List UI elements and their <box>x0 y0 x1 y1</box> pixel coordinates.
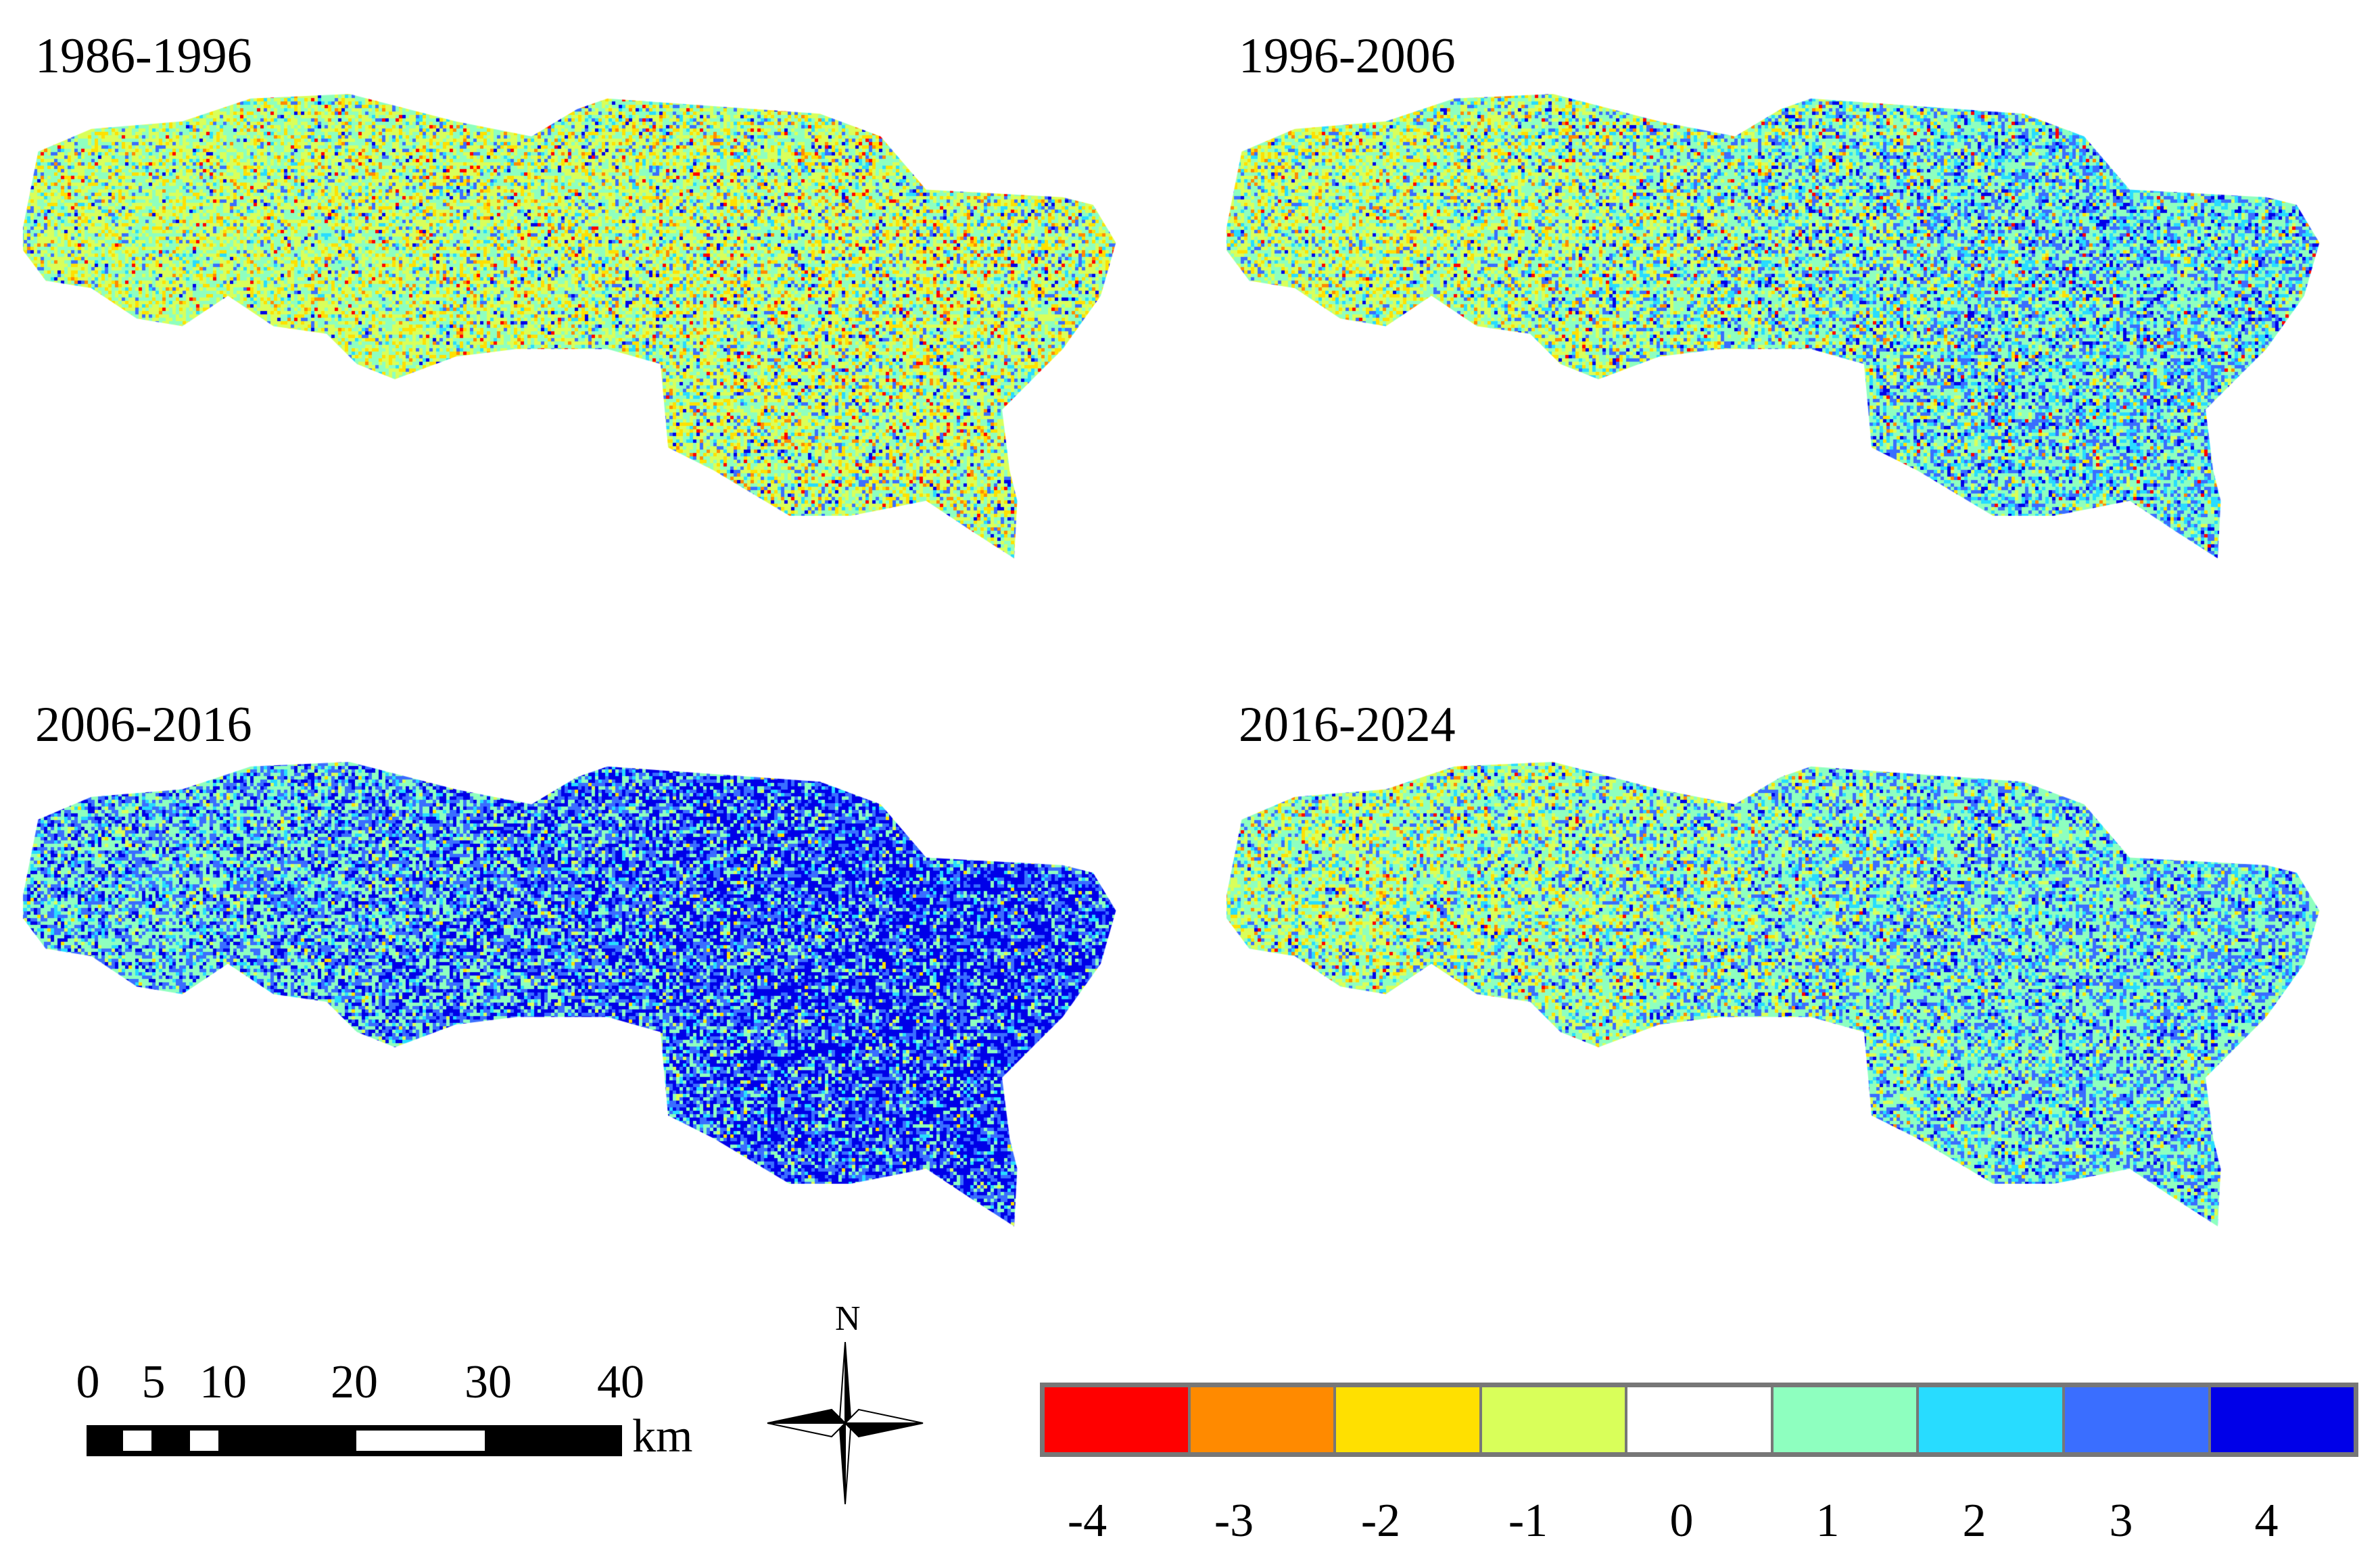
legend-label-neg4: -4 <box>1067 1495 1108 1547</box>
legend-swatch-0 <box>1627 1387 1771 1452</box>
legend-label-neg3: -3 <box>1214 1495 1254 1547</box>
legend-swatch-2 <box>1919 1387 2062 1452</box>
scale-segment <box>190 1431 218 1451</box>
scale-bar <box>87 1425 622 1456</box>
north-label: N <box>835 1299 861 1338</box>
panel-title-1986-1996: 1986-1996 <box>35 28 252 84</box>
legend-label-0: 0 <box>1669 1495 1694 1547</box>
map-1986-1996 <box>20 91 1129 571</box>
map-2016-2024 <box>1224 759 2333 1239</box>
color-legend <box>1040 1383 2358 1457</box>
legend-label-4: 4 <box>2254 1495 2279 1547</box>
legend-label-3: 3 <box>2109 1495 2133 1547</box>
map-2006-2016 <box>20 759 1129 1239</box>
map-1996-2006 <box>1224 91 2333 571</box>
panel-title-2016-2024: 2016-2024 <box>1239 697 1456 752</box>
north-arrow-icon <box>767 1342 924 1504</box>
legend-label-1: 1 <box>1815 1495 1840 1547</box>
legend-swatch-1 <box>1773 1387 1917 1452</box>
legend-swatch-neg2 <box>1336 1387 1479 1452</box>
scale-unit: km <box>632 1410 693 1462</box>
legend-swatch-neg1 <box>1481 1387 1625 1452</box>
scale-tick-5: 5 <box>141 1356 166 1408</box>
scale-tick-10: 10 <box>199 1356 247 1408</box>
scale-segment <box>123 1431 151 1451</box>
scale-tick-20: 20 <box>331 1356 378 1408</box>
legend-swatch-3 <box>2064 1387 2208 1452</box>
scale-segment <box>356 1431 485 1451</box>
legend-label-neg1: -1 <box>1508 1495 1548 1547</box>
scale-tick-0: 0 <box>76 1356 100 1408</box>
panel-title-2006-2016: 2006-2016 <box>35 697 252 752</box>
panel-title-1996-2006: 1996-2006 <box>1239 28 1456 84</box>
scale-tick-40: 40 <box>597 1356 644 1408</box>
legend-swatch-neg3 <box>1190 1387 1334 1452</box>
legend-swatch-neg4 <box>1045 1387 1188 1452</box>
scale-tick-30: 30 <box>465 1356 512 1408</box>
legend-label-2: 2 <box>1962 1495 1986 1547</box>
legend-label-neg2: -2 <box>1360 1495 1401 1547</box>
legend-swatch-4 <box>2210 1387 2354 1452</box>
